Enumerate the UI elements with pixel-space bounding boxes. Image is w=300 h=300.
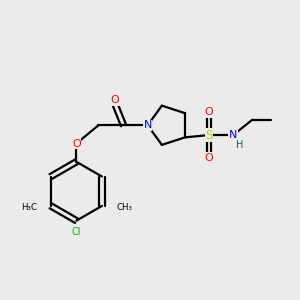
Text: N: N [229, 130, 237, 140]
Text: H: H [236, 140, 243, 150]
Text: H₃C: H₃C [21, 203, 37, 212]
Text: O: O [110, 95, 119, 105]
Text: N: N [143, 120, 152, 130]
Text: CH₃: CH₃ [116, 203, 132, 212]
Text: Cl: Cl [72, 227, 81, 237]
Text: S: S [206, 128, 213, 142]
Text: O: O [205, 107, 213, 117]
Text: O: O [205, 153, 213, 163]
Text: O: O [72, 139, 81, 148]
